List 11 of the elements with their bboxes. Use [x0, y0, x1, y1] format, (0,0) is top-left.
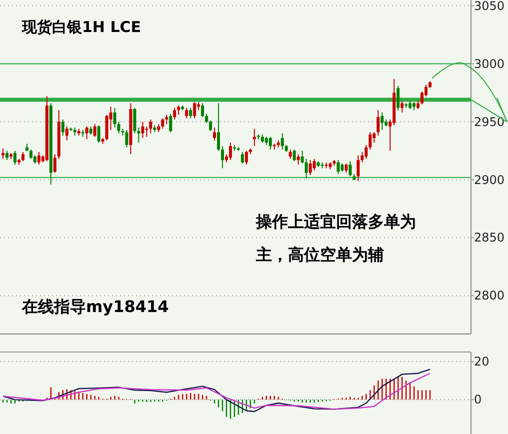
y-tick-label: 3000: [474, 56, 505, 71]
y-tick-label: 2800: [474, 288, 505, 303]
y-tick-label: 2850: [474, 230, 505, 245]
y-tick-label: 3050: [474, 0, 505, 13]
y-tick-label: 0: [474, 392, 482, 407]
y-tick-label: 20: [474, 354, 490, 369]
text: 现货白银1H LCE: [22, 18, 142, 37]
annotation: 操作上适宜回落多单为主，高位空单为辅: [256, 211, 417, 266]
y-tick-label: 2950: [474, 114, 505, 129]
annotation: 在线指导my18414: [22, 296, 170, 318]
y-tick-label: 2900: [474, 172, 505, 187]
